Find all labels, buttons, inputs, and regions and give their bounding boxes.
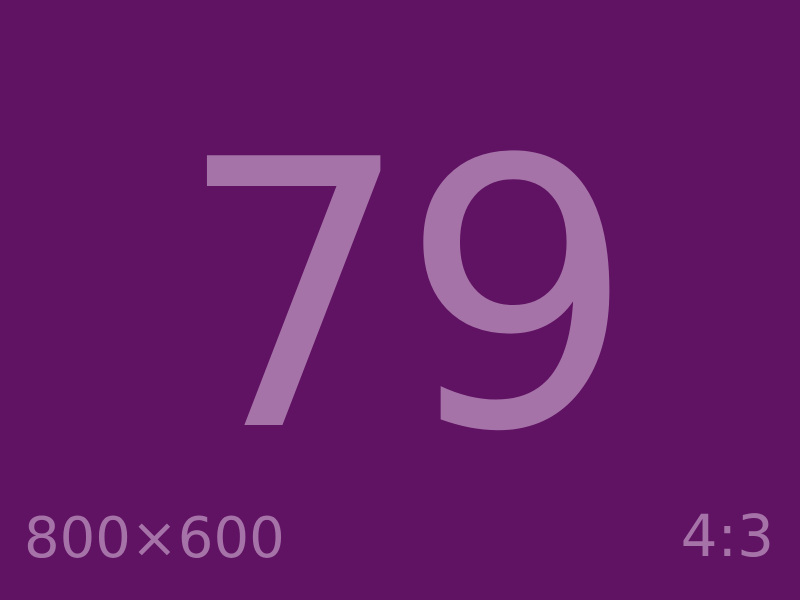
dimensions-label: 800×600 bbox=[24, 506, 285, 571]
placeholder-number: 79 bbox=[176, 83, 636, 513]
aspect-ratio-label: 4:3 bbox=[680, 502, 774, 570]
